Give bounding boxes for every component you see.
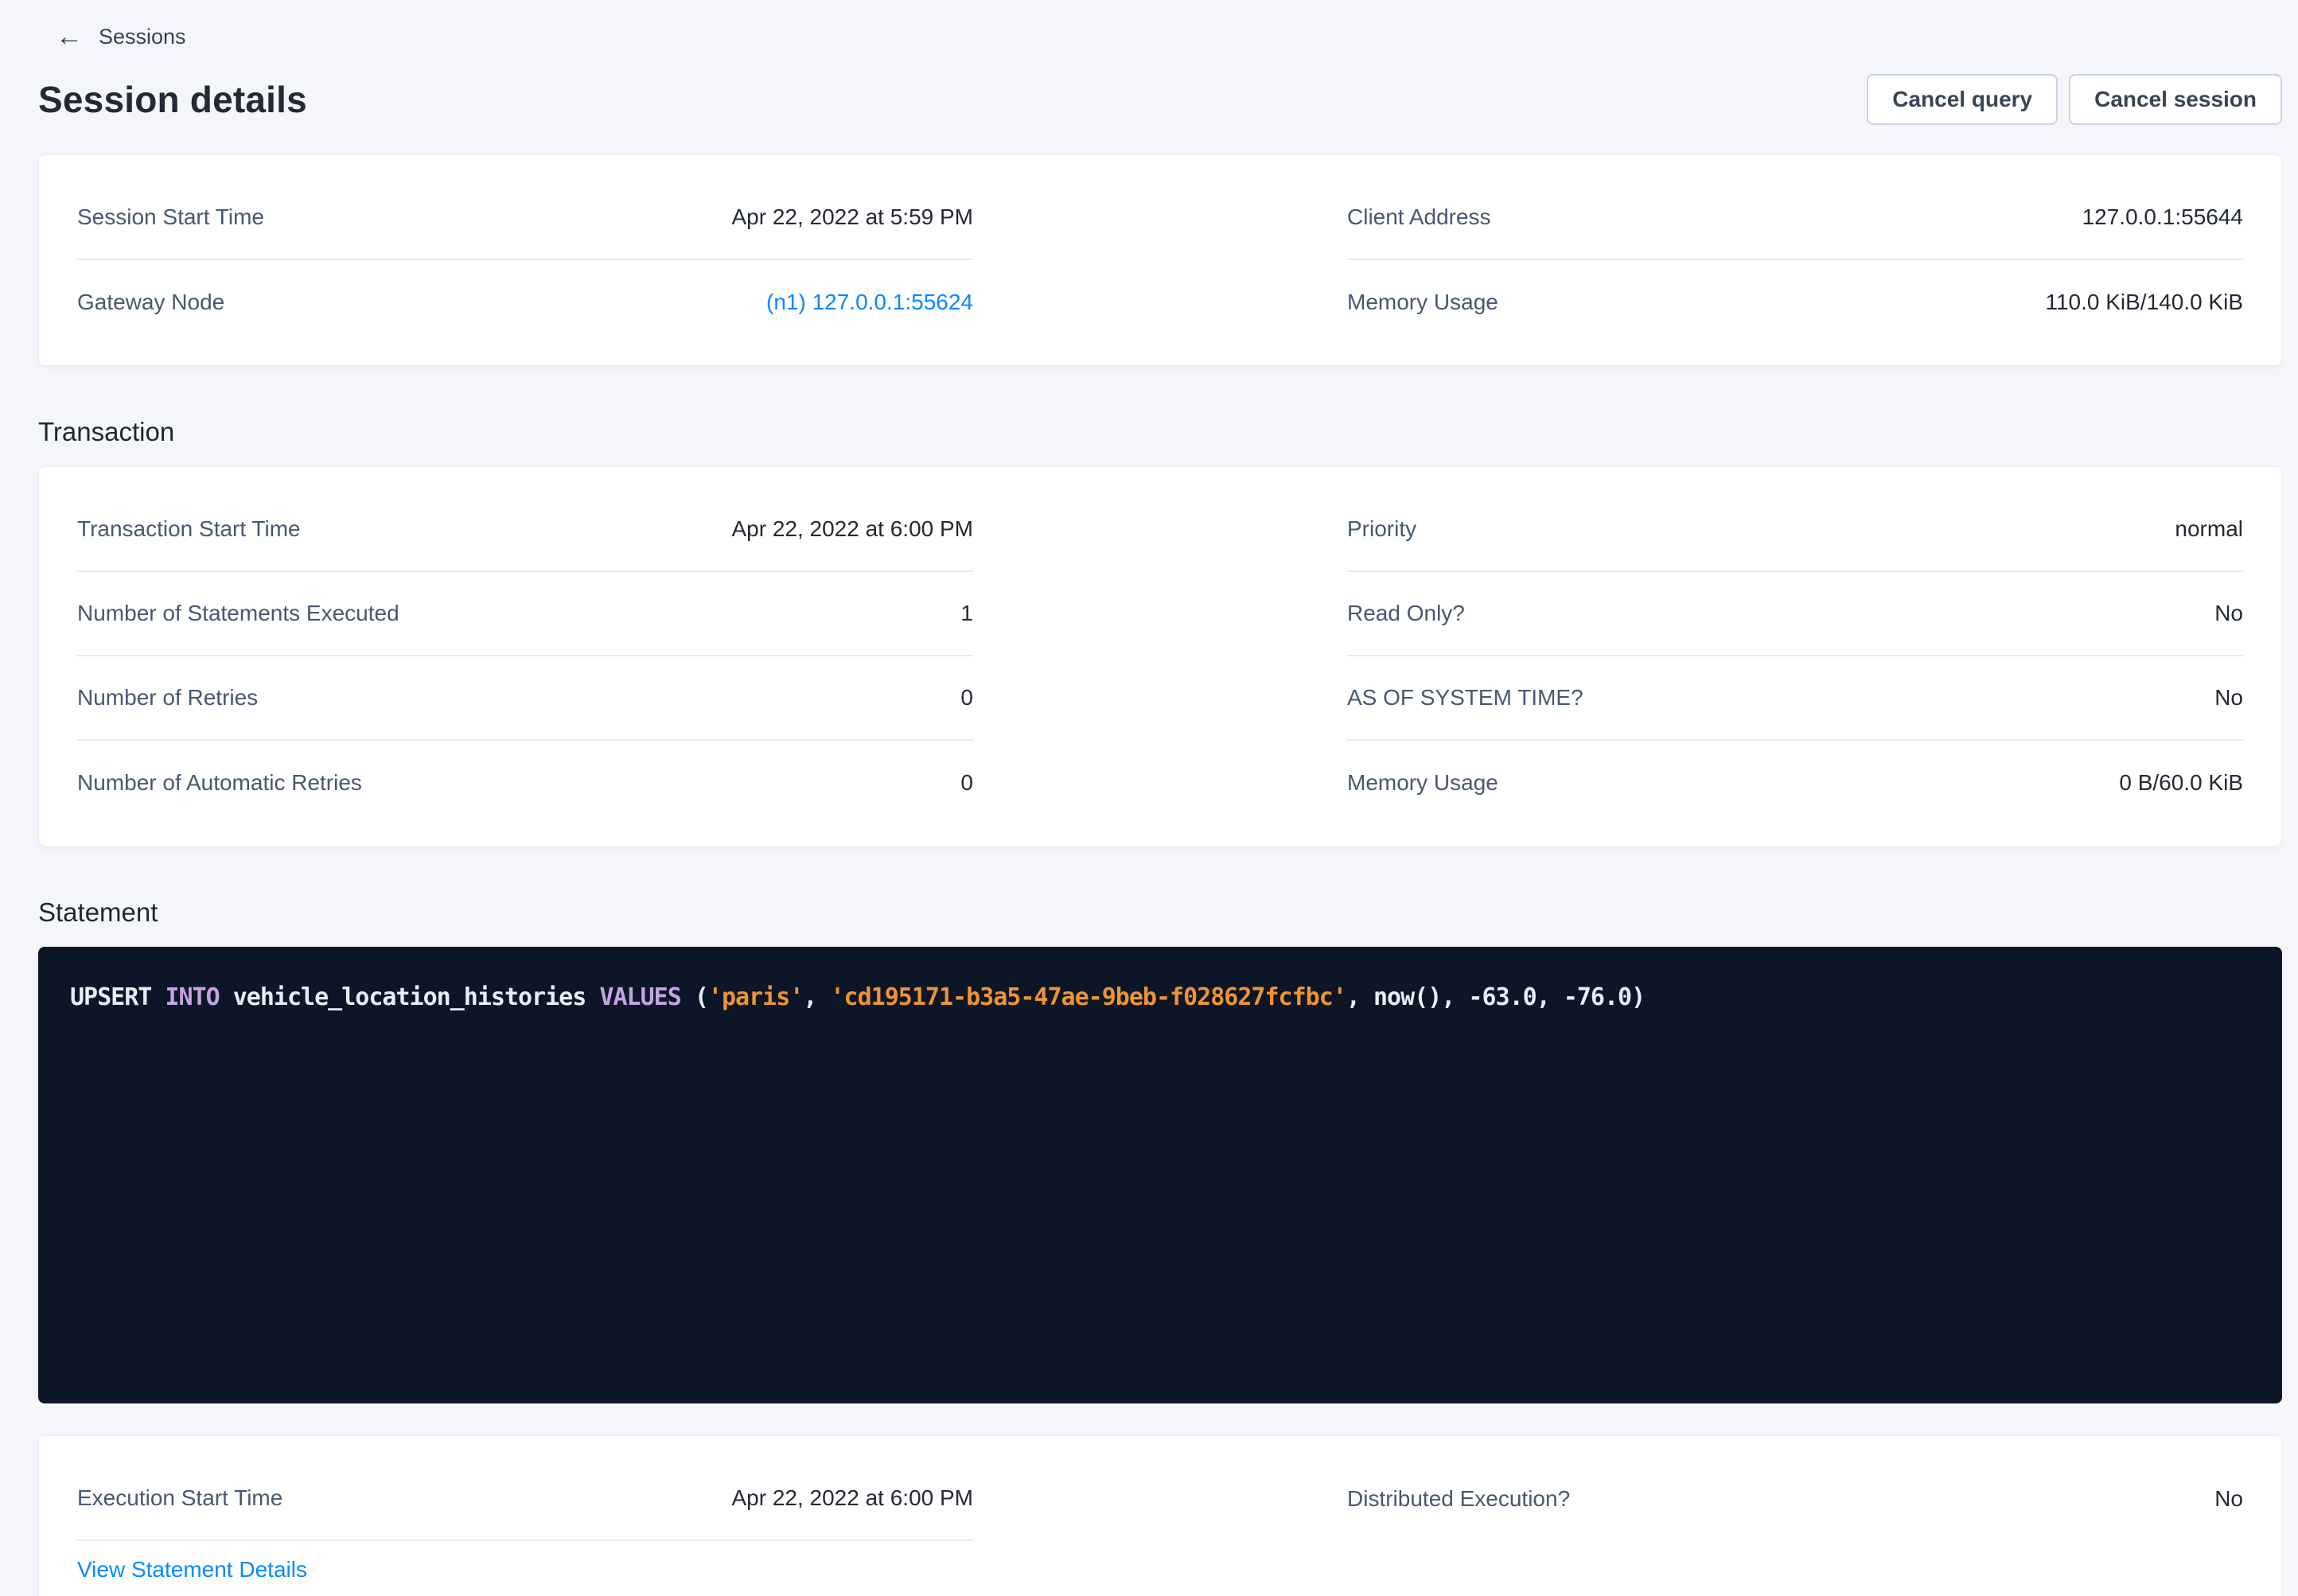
- row-value: Apr 22, 2022 at 5:59 PM: [731, 204, 973, 229]
- table-row: Read Only? No: [1347, 572, 2243, 656]
- sql-token-plain: ,: [803, 983, 831, 1011]
- row-label: Number of Retries: [77, 685, 259, 710]
- gateway-node-link[interactable]: (n1) 127.0.0.1:55624: [766, 290, 973, 314]
- table-row: Number of Statements Executed 1: [77, 572, 973, 656]
- arrow-left-icon: ←: [56, 21, 83, 52]
- row-value: No: [2214, 685, 2243, 710]
- sql-statement-text: UPSERT INTO vehicle_location_histories V…: [70, 983, 2250, 1011]
- transaction-card: Transaction Start Time Apr 22, 2022 at 6…: [38, 466, 2282, 847]
- sql-token-plain: , now(), -63.0, -76.0): [1346, 983, 1646, 1011]
- breadcrumb-label: Sessions: [99, 24, 186, 49]
- table-row: Number of Automatic Retries 0: [77, 741, 973, 825]
- header-actions: Cancel query Cancel session: [1867, 74, 2282, 125]
- row-value: 0: [960, 770, 973, 795]
- sql-token-plain: (: [680, 983, 709, 1011]
- execution-card-left-column: Execution Start Time Apr 22, 2022 at 6:0…: [77, 1457, 973, 1596]
- row-label: Number of Statements Executed: [77, 601, 399, 625]
- sql-token-string: 'cd195171-b3a5-47ae-9beb-f028627fcfbc': [830, 983, 1346, 1011]
- table-row: Distributed Execution? No: [1347, 1457, 2243, 1541]
- row-label: Execution Start Time: [77, 1485, 283, 1510]
- sql-token-string: 'paris': [707, 983, 804, 1011]
- table-row: Priority normal: [1347, 488, 2243, 572]
- row-label: Gateway Node: [77, 290, 225, 314]
- row-value: 110.0 KiB/140.0 KiB: [2045, 290, 2243, 314]
- transaction-section-heading: Transaction: [38, 417, 175, 446]
- row-label: Session Start Time: [77, 204, 264, 229]
- row-value: No: [2214, 601, 2243, 625]
- row-value: 0: [960, 685, 973, 710]
- row-label: Read Only?: [1347, 601, 1465, 625]
- table-row: Number of Retries 0: [77, 656, 973, 741]
- row-label: Number of Automatic Retries: [77, 770, 362, 795]
- table-row: Memory Usage 0 B/60.0 KiB: [1347, 741, 2243, 825]
- sql-token-plain: UPSERT: [70, 983, 166, 1011]
- cancel-query-button[interactable]: Cancel query: [1867, 74, 2058, 125]
- breadcrumb-back-sessions[interactable]: ← Sessions: [38, 21, 2282, 53]
- row-value: 1: [960, 601, 973, 625]
- execution-card: Execution Start Time Apr 22, 2022 at 6:0…: [38, 1435, 2282, 1596]
- row-value: 127.0.0.1:55644: [2082, 204, 2243, 229]
- table-row: Gateway Node (n1) 127.0.0.1:55624: [77, 260, 973, 345]
- table-row: Memory Usage 110.0 KiB/140.0 KiB: [1347, 260, 2243, 345]
- table-row: Transaction Start Time Apr 22, 2022 at 6…: [77, 488, 973, 572]
- table-row: Execution Start Time Apr 22, 2022 at 6:0…: [77, 1457, 973, 1541]
- row-label: Client Address: [1347, 204, 1491, 229]
- session-card-left-column: Session Start Time Apr 22, 2022 at 5:59 …: [77, 176, 973, 345]
- row-label: Transaction Start Time: [77, 516, 301, 541]
- row-label: AS OF SYSTEM TIME?: [1347, 685, 1583, 710]
- view-statement-details-row: View Statement Details: [77, 1541, 973, 1596]
- row-label: Priority: [1347, 516, 1417, 541]
- statement-sql-box: UPSERT INTO vehicle_location_histories V…: [38, 947, 2282, 1403]
- sql-token-keyword: VALUES: [599, 983, 681, 1011]
- table-row: Client Address 127.0.0.1:55644: [1347, 176, 2243, 260]
- row-value: No: [2214, 1486, 2243, 1511]
- page-title: Session details: [38, 79, 307, 120]
- sql-token-plain: vehicle_location_histories: [219, 983, 600, 1011]
- session-summary-card: Session Start Time Apr 22, 2022 at 5:59 …: [38, 154, 2282, 366]
- table-row: Session Start Time Apr 22, 2022 at 5:59 …: [77, 176, 973, 260]
- execution-card-right-column: Distributed Execution? No: [1347, 1457, 2243, 1596]
- row-value: Apr 22, 2022 at 6:00 PM: [731, 516, 973, 541]
- session-card-right-column: Client Address 127.0.0.1:55644 Memory Us…: [1347, 176, 2243, 345]
- cancel-session-button[interactable]: Cancel session: [2069, 74, 2282, 125]
- table-row: AS OF SYSTEM TIME? No: [1347, 656, 2243, 741]
- transaction-card-right-column: Priority normal Read Only? No AS OF SYST…: [1347, 488, 2243, 825]
- row-value: Apr 22, 2022 at 6:00 PM: [731, 1485, 973, 1510]
- transaction-card-left-column: Transaction Start Time Apr 22, 2022 at 6…: [77, 488, 973, 825]
- row-label: Memory Usage: [1347, 290, 1498, 314]
- page-header: Session details Cancel query Cancel sess…: [38, 72, 2282, 127]
- row-value: 0 B/60.0 KiB: [2119, 770, 2243, 795]
- row-value: normal: [2175, 516, 2243, 541]
- statement-section-heading: Statement: [38, 897, 158, 927]
- sql-token-keyword: INTO: [165, 983, 220, 1011]
- row-label: Memory Usage: [1347, 770, 1498, 795]
- view-statement-details-link[interactable]: View Statement Details: [77, 1557, 307, 1582]
- row-label: Distributed Execution?: [1347, 1486, 1571, 1511]
